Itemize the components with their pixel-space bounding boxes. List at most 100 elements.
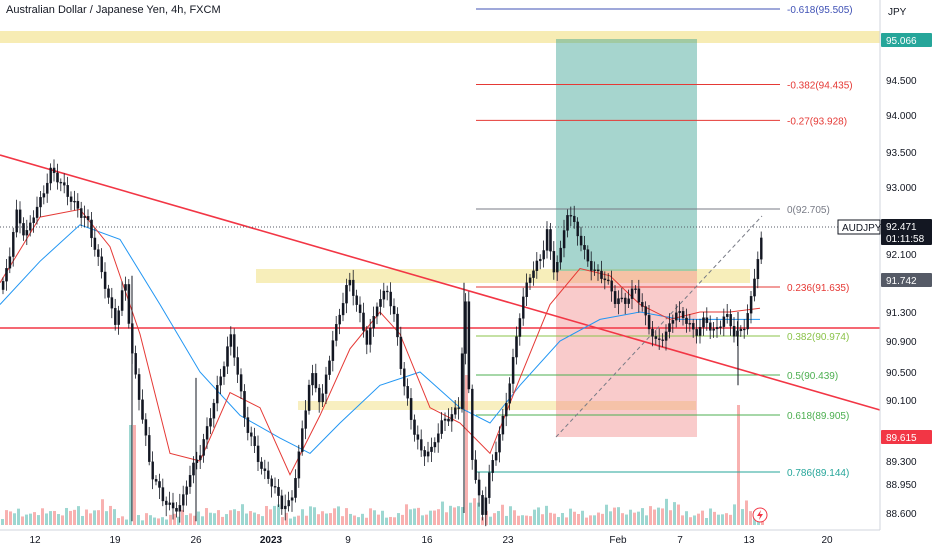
volume-bar — [397, 513, 400, 525]
zone-90.0-band — [298, 401, 696, 410]
candle-body — [233, 334, 236, 358]
volume-bar — [613, 507, 616, 525]
candle-body — [698, 326, 702, 336]
candle-body — [576, 221, 579, 237]
candle-body — [566, 215, 569, 231]
candle-body — [488, 472, 491, 498]
volume-bar — [213, 513, 216, 525]
volume-bar — [221, 516, 224, 525]
volume-bar — [729, 514, 732, 525]
candle-body — [562, 230, 566, 249]
volume-bar — [557, 517, 560, 525]
candle-body — [114, 308, 117, 325]
candle-body — [216, 385, 219, 404]
candle-body — [76, 200, 80, 209]
volume-bar — [77, 506, 80, 525]
candle-body — [49, 167, 52, 184]
candle-body — [661, 339, 664, 341]
candle-body — [579, 235, 583, 246]
volume-bar — [661, 508, 664, 525]
moving-average-blue — [0, 224, 760, 455]
candle-body — [624, 297, 627, 304]
volume-bar — [629, 509, 632, 525]
candle-body — [117, 310, 120, 325]
candle-body — [185, 486, 188, 495]
candle-body — [134, 353, 137, 375]
candle-body — [528, 277, 532, 283]
volume-bar — [597, 512, 600, 525]
volume-bar — [485, 510, 488, 525]
volume-bar — [381, 510, 384, 525]
volume-bar — [121, 516, 124, 525]
candle-body — [726, 314, 729, 317]
candle-body — [617, 298, 620, 305]
volume-bar — [277, 504, 280, 525]
candle-body — [491, 460, 494, 473]
volume-bar — [137, 515, 140, 525]
fib-levels: -0.618(95.505) -0.382(94.435) -0.27(93.928… — [476, 5, 853, 479]
candle-body — [508, 383, 511, 404]
time-axis[interactable]: 12 19 26 2023 9 16 23 Feb 7 13 20 — [0, 507, 932, 550]
zones-layer — [0, 31, 880, 410]
candle-body — [158, 481, 161, 488]
volume-bar — [177, 516, 180, 525]
candle-body — [277, 486, 280, 496]
candle-body — [709, 322, 712, 331]
volume-bar — [85, 509, 88, 525]
candle-body — [362, 312, 365, 331]
candle-body — [641, 302, 644, 307]
candle-body — [63, 182, 66, 186]
volume-bar — [61, 515, 64, 525]
volume-bar — [701, 510, 704, 525]
candle-body — [430, 446, 433, 452]
volume-bar — [617, 507, 620, 525]
candle-body — [165, 500, 168, 505]
volume-bar — [129, 425, 132, 525]
volume-bar — [89, 513, 92, 525]
volume-bar — [561, 513, 564, 525]
candle-body — [416, 434, 420, 440]
position-boxes — [556, 39, 697, 437]
volume-bar — [505, 515, 508, 525]
price-axis[interactable]: JPY 94.500 94.000 93.500 93.000 92.100 91.300 9… — [879, 0, 932, 530]
volume-bar — [493, 513, 496, 525]
candle-body — [66, 185, 69, 197]
candle-body — [97, 249, 100, 257]
volume-bar — [537, 507, 540, 525]
volume-bar — [197, 511, 200, 525]
volume-bar — [673, 502, 676, 525]
candle-body — [647, 315, 651, 330]
candle-body — [253, 436, 256, 447]
volume-bar — [433, 510, 436, 525]
volume-bar — [429, 510, 432, 525]
candle-body — [593, 269, 596, 271]
volume-bar — [257, 514, 260, 525]
candle-body — [338, 314, 341, 325]
candle-body — [80, 208, 83, 218]
volume-bar — [421, 515, 424, 525]
candle-body — [715, 327, 719, 330]
volume-bar — [117, 518, 120, 525]
volume-bar — [145, 513, 148, 525]
volume-bar — [501, 504, 504, 525]
stop-zone-box — [556, 271, 697, 437]
volume-bar — [109, 505, 112, 525]
volume-bar — [181, 509, 184, 525]
candle-body — [729, 314, 732, 327]
candle-body — [270, 478, 273, 487]
volume-bar — [125, 519, 128, 525]
candle-body — [273, 486, 277, 488]
candle-body — [399, 336, 403, 369]
candle-body — [712, 328, 715, 331]
time-tick: 12 — [29, 535, 41, 546]
volume-bar — [69, 510, 72, 525]
candle-body — [743, 328, 746, 331]
volume-bar — [577, 513, 580, 525]
candle-body — [219, 376, 222, 386]
volume-bar — [349, 513, 352, 525]
volume-bar — [33, 512, 36, 525]
volume-bar — [369, 508, 372, 525]
volume-bar — [721, 514, 724, 525]
candle-body — [151, 461, 154, 480]
